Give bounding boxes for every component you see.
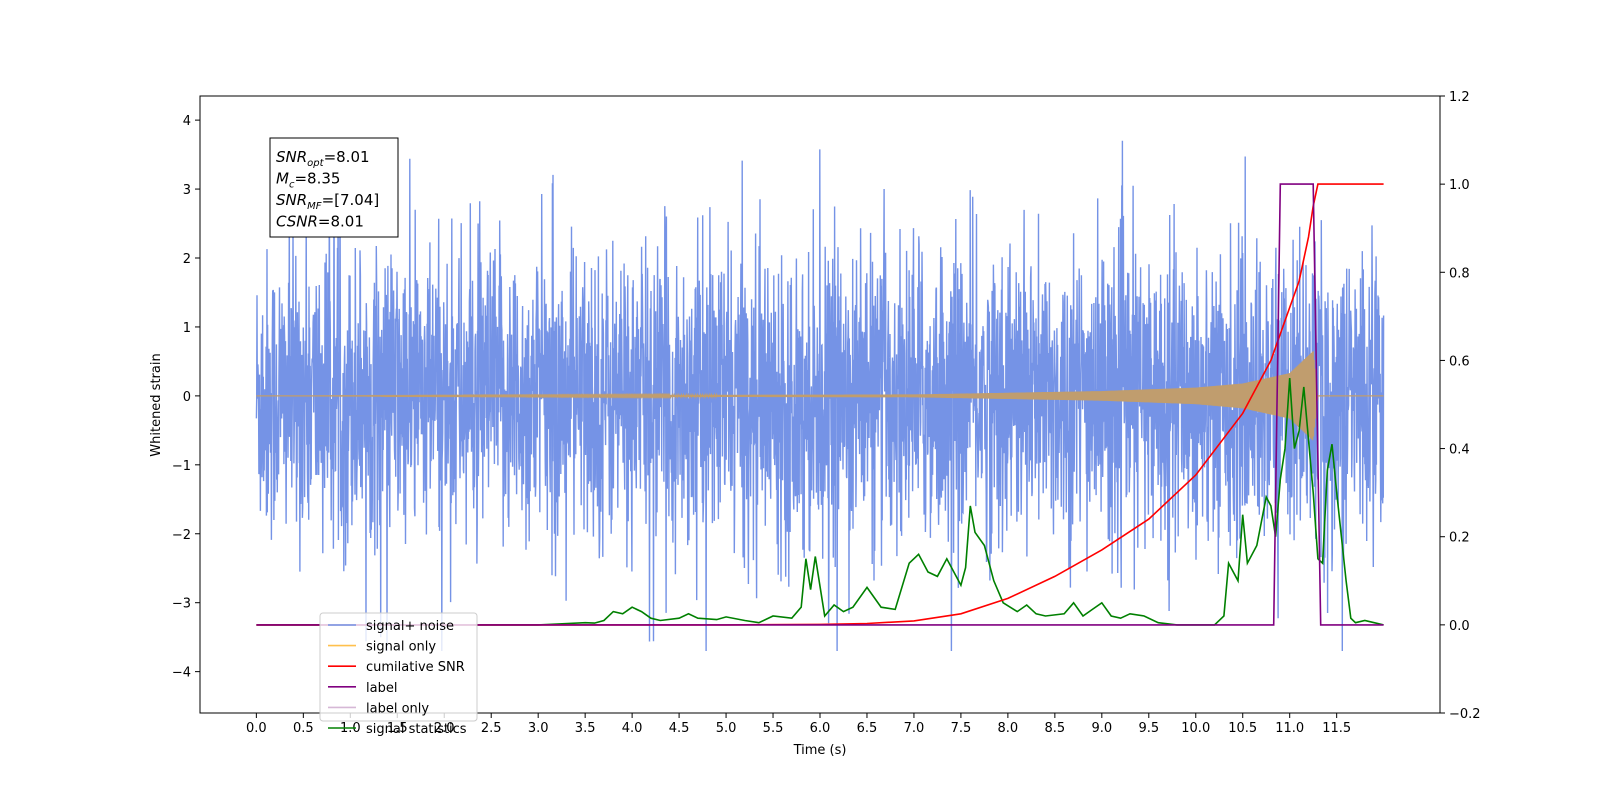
- x-tick-label: 5.0: [716, 721, 737, 736]
- plot-area: [255, 140, 1385, 652]
- x-tick-label: 10.5: [1228, 721, 1257, 736]
- x-tick-label: 6.0: [810, 721, 831, 736]
- annotation-symbol: SNR: [276, 191, 307, 209]
- y-right-tick-label: 1.0: [1449, 178, 1470, 193]
- annotation-symbol: M: [276, 170, 289, 188]
- series-signal-noise-line: [255, 140, 1385, 652]
- y-right-tick-label: −0.2: [1449, 707, 1481, 722]
- annotation-subscript: MF: [307, 201, 322, 212]
- annotation-symbol: SNR: [276, 148, 307, 166]
- x-tick-label: 9.0: [1091, 721, 1112, 736]
- x-tick-label: 4.0: [622, 721, 643, 736]
- x-tick-label: 7.5: [951, 721, 972, 736]
- annotation-subscript: opt: [307, 158, 324, 169]
- legend-label: cumilative SNR: [366, 660, 465, 675]
- y-right-tick-label: 0.2: [1449, 531, 1470, 546]
- annotation-value: =8.35: [294, 170, 340, 188]
- x-tick-label: 11.0: [1275, 721, 1304, 736]
- y-right-tick-label: 0.4: [1449, 443, 1470, 458]
- x-tick-label: 3.5: [575, 721, 596, 736]
- y-axis-left-ticks: 4 3 2 1 0 −1 −2 −3 −4: [172, 114, 200, 681]
- x-tick-label: 10.0: [1181, 721, 1210, 736]
- x-tick-label: 5.5: [763, 721, 784, 736]
- x-tick-label: 11.5: [1322, 721, 1351, 736]
- x-axis-label: Time (s): [793, 743, 847, 758]
- y-left-tick-label: 4: [183, 114, 191, 129]
- annotation-subscript: c: [289, 180, 295, 191]
- y-right-tick-label: 0.8: [1449, 266, 1470, 281]
- annotation-value: =[7.04]: [322, 191, 380, 209]
- annotation-line: SNRMF=[7.04]: [276, 191, 379, 212]
- y-axis-right-ticks: 1.2 1.0 0.8 0.6 0.4 0.2 0.0 −0.2: [1440, 90, 1481, 722]
- y-left-tick-label: −1: [172, 459, 191, 474]
- series-signal-statistics-line: [256, 378, 1384, 626]
- y-left-tick-label: −4: [172, 666, 191, 681]
- y-left-tick-label: −2: [172, 528, 191, 543]
- x-tick-label: 7.0: [904, 721, 925, 736]
- x-tick-label: 2.0: [434, 721, 455, 736]
- x-tick-label: 0.5: [293, 721, 314, 736]
- y-left-tick-label: 1: [183, 321, 191, 336]
- annotation-symbol: CSNR: [276, 213, 318, 231]
- x-tick-label: 4.5: [669, 721, 690, 736]
- x-tick-label: 3.0: [528, 721, 549, 736]
- y-right-tick-label: 0.0: [1449, 619, 1470, 634]
- y-right-tick-label: 0.6: [1449, 354, 1470, 369]
- x-tick-label: 6.5: [857, 721, 878, 736]
- x-tick-label: 0.0: [246, 721, 267, 736]
- legend-label: signal statistics: [366, 722, 467, 737]
- x-tick-label: 8.0: [998, 721, 1019, 736]
- annotation-frame: [269, 137, 399, 238]
- y-left-tick-label: 2: [183, 252, 191, 267]
- legend: signal+ noise signal only cumilative SNR la…: [319, 612, 478, 737]
- y-left-tick-label: 3: [183, 183, 191, 198]
- series-label-line: [256, 183, 1384, 626]
- annotation-value: =8.01: [324, 148, 370, 166]
- annotation-line: CSNR=8.01: [276, 213, 364, 231]
- y-left-tick-label: 0: [183, 390, 191, 405]
- x-tick-label: 9.5: [1138, 721, 1159, 736]
- series-signal-only-line: [256, 351, 1384, 441]
- y-axis-left-label: Whitened strain: [149, 353, 164, 456]
- x-tick-label: 8.5: [1045, 721, 1066, 736]
- annotation-value: =8.01: [318, 213, 364, 231]
- annotation-line: SNRopt=8.01: [276, 148, 370, 169]
- x-tick-label: 1.5: [387, 721, 408, 736]
- legend-frame: [319, 612, 478, 722]
- legend-label: signal only: [366, 640, 436, 655]
- y-right-tick-label: 1.2: [1449, 90, 1470, 105]
- series-cumulative-snr-line: [256, 183, 1384, 626]
- legend-label: label only: [366, 701, 429, 716]
- x-axis-ticks: 0.0 0.5 1.0 1.5 2.0 2.5 3.0 3.5 4.0 4.5 5.0 5.5 6.0 6…: [246, 713, 1351, 736]
- legend-label: label: [366, 681, 397, 696]
- legend-label: signal+ noise: [366, 619, 454, 634]
- annotation-line: Mc=8.35: [276, 170, 340, 191]
- y-left-tick-label: −3: [172, 597, 191, 612]
- x-tick-label: 2.5: [481, 721, 502, 736]
